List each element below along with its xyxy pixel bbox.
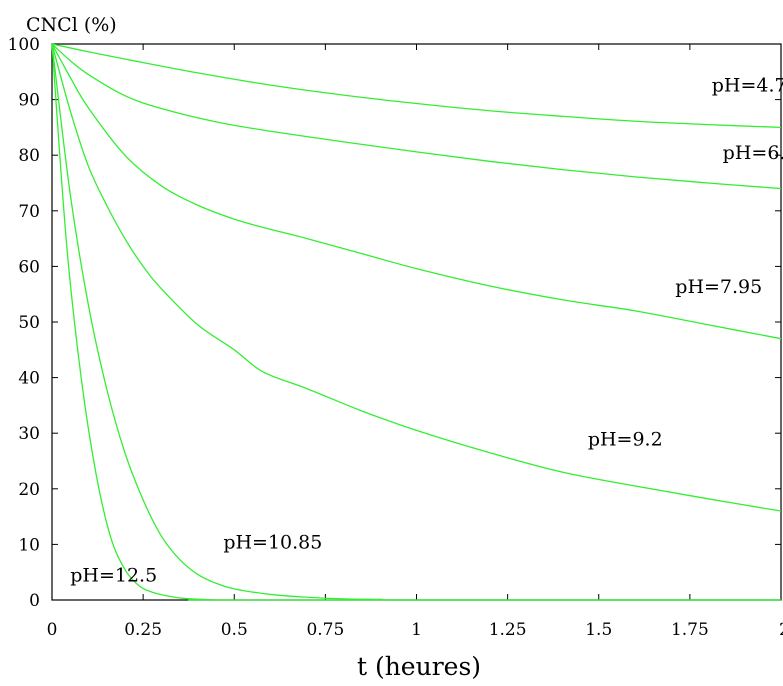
y-tick-label-0: 0 [29,591,40,611]
y-tick-label-10: 100 [8,35,40,55]
series-curves [51,43,782,601]
series-annotation-0: pH=4.7 [712,74,783,96]
axis-ticks: 00.250.50.7511.251.51.752010203040506070… [8,35,783,640]
series-line-5 [51,43,781,601]
x-tick-label-2: 0.5 [221,620,248,640]
y-tick-label-3: 30 [18,424,40,444]
series-line-4 [51,43,781,601]
y-axis-label: CNCl (%) [26,14,117,36]
series-line-0 [51,43,782,129]
y-tick-label-9: 90 [18,91,40,111]
y-tick-label-5: 50 [18,313,40,333]
y-tick-label-2: 20 [18,480,40,500]
x-tick-label-6: 1.5 [585,620,612,640]
series-annotation-3: pH=9.2 [588,428,663,450]
y-tick-label-4: 40 [18,369,40,389]
plot-frame [51,43,782,601]
x-tick-label-4: 1 [411,620,422,640]
x-tick-label-3: 0.75 [306,620,344,640]
x-tick-label-8: 2 [779,620,783,640]
x-tick-label-1: 0.25 [124,620,162,640]
series-line-3 [51,43,782,512]
series-annotation-5: pH=12.5 [70,565,157,587]
series-annotations: pH=4.7 pH=6.3 pH=7.95 pH=9.2 pH=10.85 pH=12.5 [70,74,783,586]
series-annotation-2: pH=7.95 [675,276,762,298]
series-annotation-1: pH=6.3 [723,142,783,164]
x-tick-label-5: 1.25 [489,620,527,640]
x-tick-label-0: 0 [47,620,58,640]
y-tick-label-1: 10 [18,535,40,555]
y-tick-label-6: 60 [18,257,40,277]
series-line-1 [51,43,782,190]
series-line-2 [51,43,782,340]
series-annotation-4: pH=10.85 [223,531,322,553]
x-tick-label-7: 1.75 [671,620,709,640]
y-tick-label-8: 80 [18,146,40,166]
y-tick-label-7: 70 [18,202,40,222]
x-axis-label: t (heures) [357,652,481,681]
